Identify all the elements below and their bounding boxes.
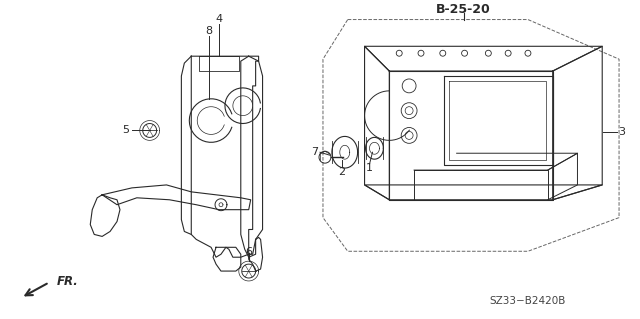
Text: B-25-20: B-25-20 (436, 3, 491, 16)
Text: SZ33−B2420B: SZ33−B2420B (490, 296, 566, 306)
Text: 1: 1 (366, 163, 373, 173)
Text: 3: 3 (618, 127, 625, 137)
Text: 6: 6 (245, 247, 252, 257)
Text: 2: 2 (338, 167, 346, 177)
Text: 5: 5 (122, 125, 129, 136)
Text: 4: 4 (216, 14, 223, 24)
Text: 8: 8 (205, 26, 212, 36)
Text: 7: 7 (312, 147, 319, 157)
Text: FR.: FR. (56, 276, 78, 288)
